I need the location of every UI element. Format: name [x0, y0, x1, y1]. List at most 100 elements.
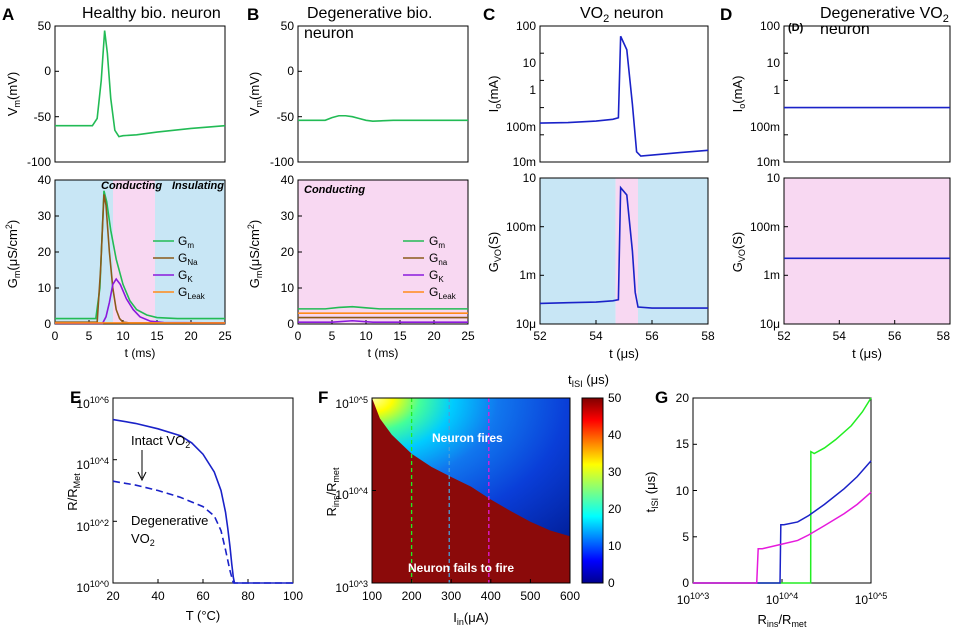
panel-b-bottom-axes: Conducting 40 30 20 10 0 0 5 10 15 20 25… [246, 173, 475, 360]
panel-e-letter: E [70, 388, 81, 407]
f-cb-tick-40: 40 [608, 428, 622, 442]
f-cb-tick-10: 10 [608, 539, 622, 553]
a-bot-xtick-25: 25 [218, 329, 232, 343]
panel-g-letter: G [655, 388, 668, 407]
f-xtick-200: 200 [402, 589, 422, 603]
panel-b-top-axes: 50 0 -50 -100 Vm(mV) [247, 19, 469, 169]
a-legend-gleak: GLeak [178, 285, 206, 301]
a-top-ytick-1: 50 [38, 19, 52, 33]
c-top-ytick-1: 1 [529, 83, 536, 97]
c-bot-gvo-line [539, 185, 708, 309]
f-cb-tick-20: 20 [608, 502, 622, 516]
b-bot-ytick-30: 30 [281, 209, 295, 223]
panel-b-title-line2: neuron [304, 25, 354, 42]
b-bot-xtick-10: 10 [359, 329, 373, 343]
g-ylabel: tISI (μs) [643, 472, 660, 513]
g-green-curve [693, 397, 872, 584]
a-bot-xtick-20: 20 [184, 329, 198, 343]
d-bot-xtick-54: 54 [833, 329, 847, 343]
b-region-conducting [298, 180, 468, 324]
c-top-ytick-10: 10 [523, 56, 537, 70]
c-bottom-ticks [540, 177, 653, 324]
panel-a-top-axes: 50 0 -50 -100 Vm(mV) [5, 19, 226, 169]
f-xtick-300: 300 [441, 589, 461, 603]
d-bot-ytick-10u: 10μ [760, 317, 780, 331]
panel-c: C VO2 neuron 100 10 1 100m 10m Io(mA) 10 [483, 5, 715, 361]
e-arrow-head-icon [137, 471, 147, 482]
b-legend: Gm Gna GK GLeak [403, 234, 457, 301]
e-xlabel: T (°C) [186, 608, 221, 623]
g-ytick-10: 10 [676, 484, 690, 498]
c-top-ylabel: Io(mA) [486, 76, 503, 113]
a-conducting-label: Conducting [101, 180, 162, 192]
c-top-ytick-100m: 100m [506, 120, 536, 134]
b-legend-gleak: GLeak [429, 285, 457, 301]
panel-e: E 1010^6 1010^4 1010^2 1010^0 20 40 60 8… [65, 388, 303, 623]
a-bot-ytick-30: 30 [38, 209, 52, 223]
a-bot-xtick-0: 0 [52, 329, 59, 343]
g-ytick-20: 20 [676, 391, 690, 405]
f-heatmap-fail-region [372, 398, 570, 583]
a-legend: Gm GNa GK GLeak [153, 234, 206, 301]
d-bot-xtick-58: 58 [937, 329, 951, 343]
panel-c-bottom-axes: 10 100m 1m 10μ 52 54 56 58 t (μs) GVO(S) [486, 171, 715, 361]
b-bot-xtick-25: 25 [461, 329, 475, 343]
panel-a-letter: A [2, 5, 14, 24]
c-bot-xlabel: t (μs) [609, 346, 639, 361]
f-colorbar: 0 10 20 30 40 50 tISI (μs) [568, 372, 622, 590]
b-top-ytick-1: 50 [281, 19, 295, 33]
f-cb-tick-0: 0 [608, 576, 615, 590]
e-ytick-1e2: 1010^2 [76, 518, 109, 534]
f-xlabel: Iin(μA) [453, 610, 488, 627]
a-top-ytick-4: -100 [27, 155, 51, 169]
d-top-ytick-100: 100 [760, 19, 780, 33]
a-bot-ytick-20: 20 [38, 245, 52, 259]
a-bot-xlabel: t (ms) [125, 346, 156, 360]
d-top-ytick-10: 10 [767, 56, 781, 70]
a-bot-ytick-0: 0 [44, 317, 51, 331]
c-top-ytick-10m: 10m [513, 155, 536, 169]
panel-b-title: Degenerative bio. [307, 5, 432, 22]
d-top-ytick-1: 1 [773, 83, 780, 97]
a-bot-ylabel: Gm(μS/cm2) [4, 220, 22, 288]
c-region-1 [540, 178, 616, 324]
a-bot-xtick-15: 15 [150, 329, 164, 343]
panel-d-title-line2: neuron [820, 21, 870, 38]
b-legend-gna: Gna [429, 251, 448, 267]
d-bot-ytick-100m: 100m [750, 220, 780, 234]
c-bot-xtick-52: 52 [533, 329, 547, 343]
panel-f: F Neuron fires Neuron fails to fire 1010… [318, 372, 622, 627]
g-xtick-1e4: 1010^4 [766, 591, 799, 607]
c-bot-ytick-100m: 100m [506, 220, 536, 234]
panel-b: B Degenerative bio. neuron 50 0 -50 -100… [246, 5, 475, 360]
e-ylabel: R/RMet [65, 473, 82, 511]
f-colorbar-gradient [581, 397, 604, 584]
e-intact-curve [112, 418, 293, 584]
g-ticks [693, 443, 783, 583]
d-top-ytick-10m: 10m [757, 155, 780, 169]
g-blue-curve [693, 460, 872, 584]
d-bot-xtick-56: 56 [888, 329, 902, 343]
d-region [784, 178, 950, 324]
panel-c-top-axes: 100 10 1 100m 10m Io(mA) [486, 19, 709, 169]
a-bot-xtick-10: 10 [116, 329, 130, 343]
d-top-ytick-100m: 100m [750, 120, 780, 134]
e-degenerative-vo-label: VO2 [131, 531, 155, 548]
e-degenerative-curve [112, 480, 293, 584]
panel-d-inner-tag: (D) [788, 22, 804, 34]
f-xtick-100: 100 [362, 589, 382, 603]
b-bot-xtick-15: 15 [393, 329, 407, 343]
b-bot-ytick-10: 10 [281, 281, 295, 295]
c-bot-ylabel: GVO(S) [486, 232, 503, 272]
a-legend-gna: GNa [178, 251, 198, 267]
panel-f-letter: F [318, 388, 328, 407]
panel-c-title: VO2 neuron [580, 5, 664, 25]
g-ytick-15: 15 [676, 437, 690, 451]
a-top-ytick-3: -50 [34, 110, 52, 124]
f-cb-tick-30: 30 [608, 465, 622, 479]
panel-a: A Healthy bio. neuron 50 0 -50 -100 Vm(m… [2, 5, 232, 360]
f-fires-label: Neuron fires [432, 431, 503, 445]
e-degenerative-label: Degenerative [131, 513, 208, 528]
g-xlabel: Rins/Rmet [758, 612, 807, 629]
